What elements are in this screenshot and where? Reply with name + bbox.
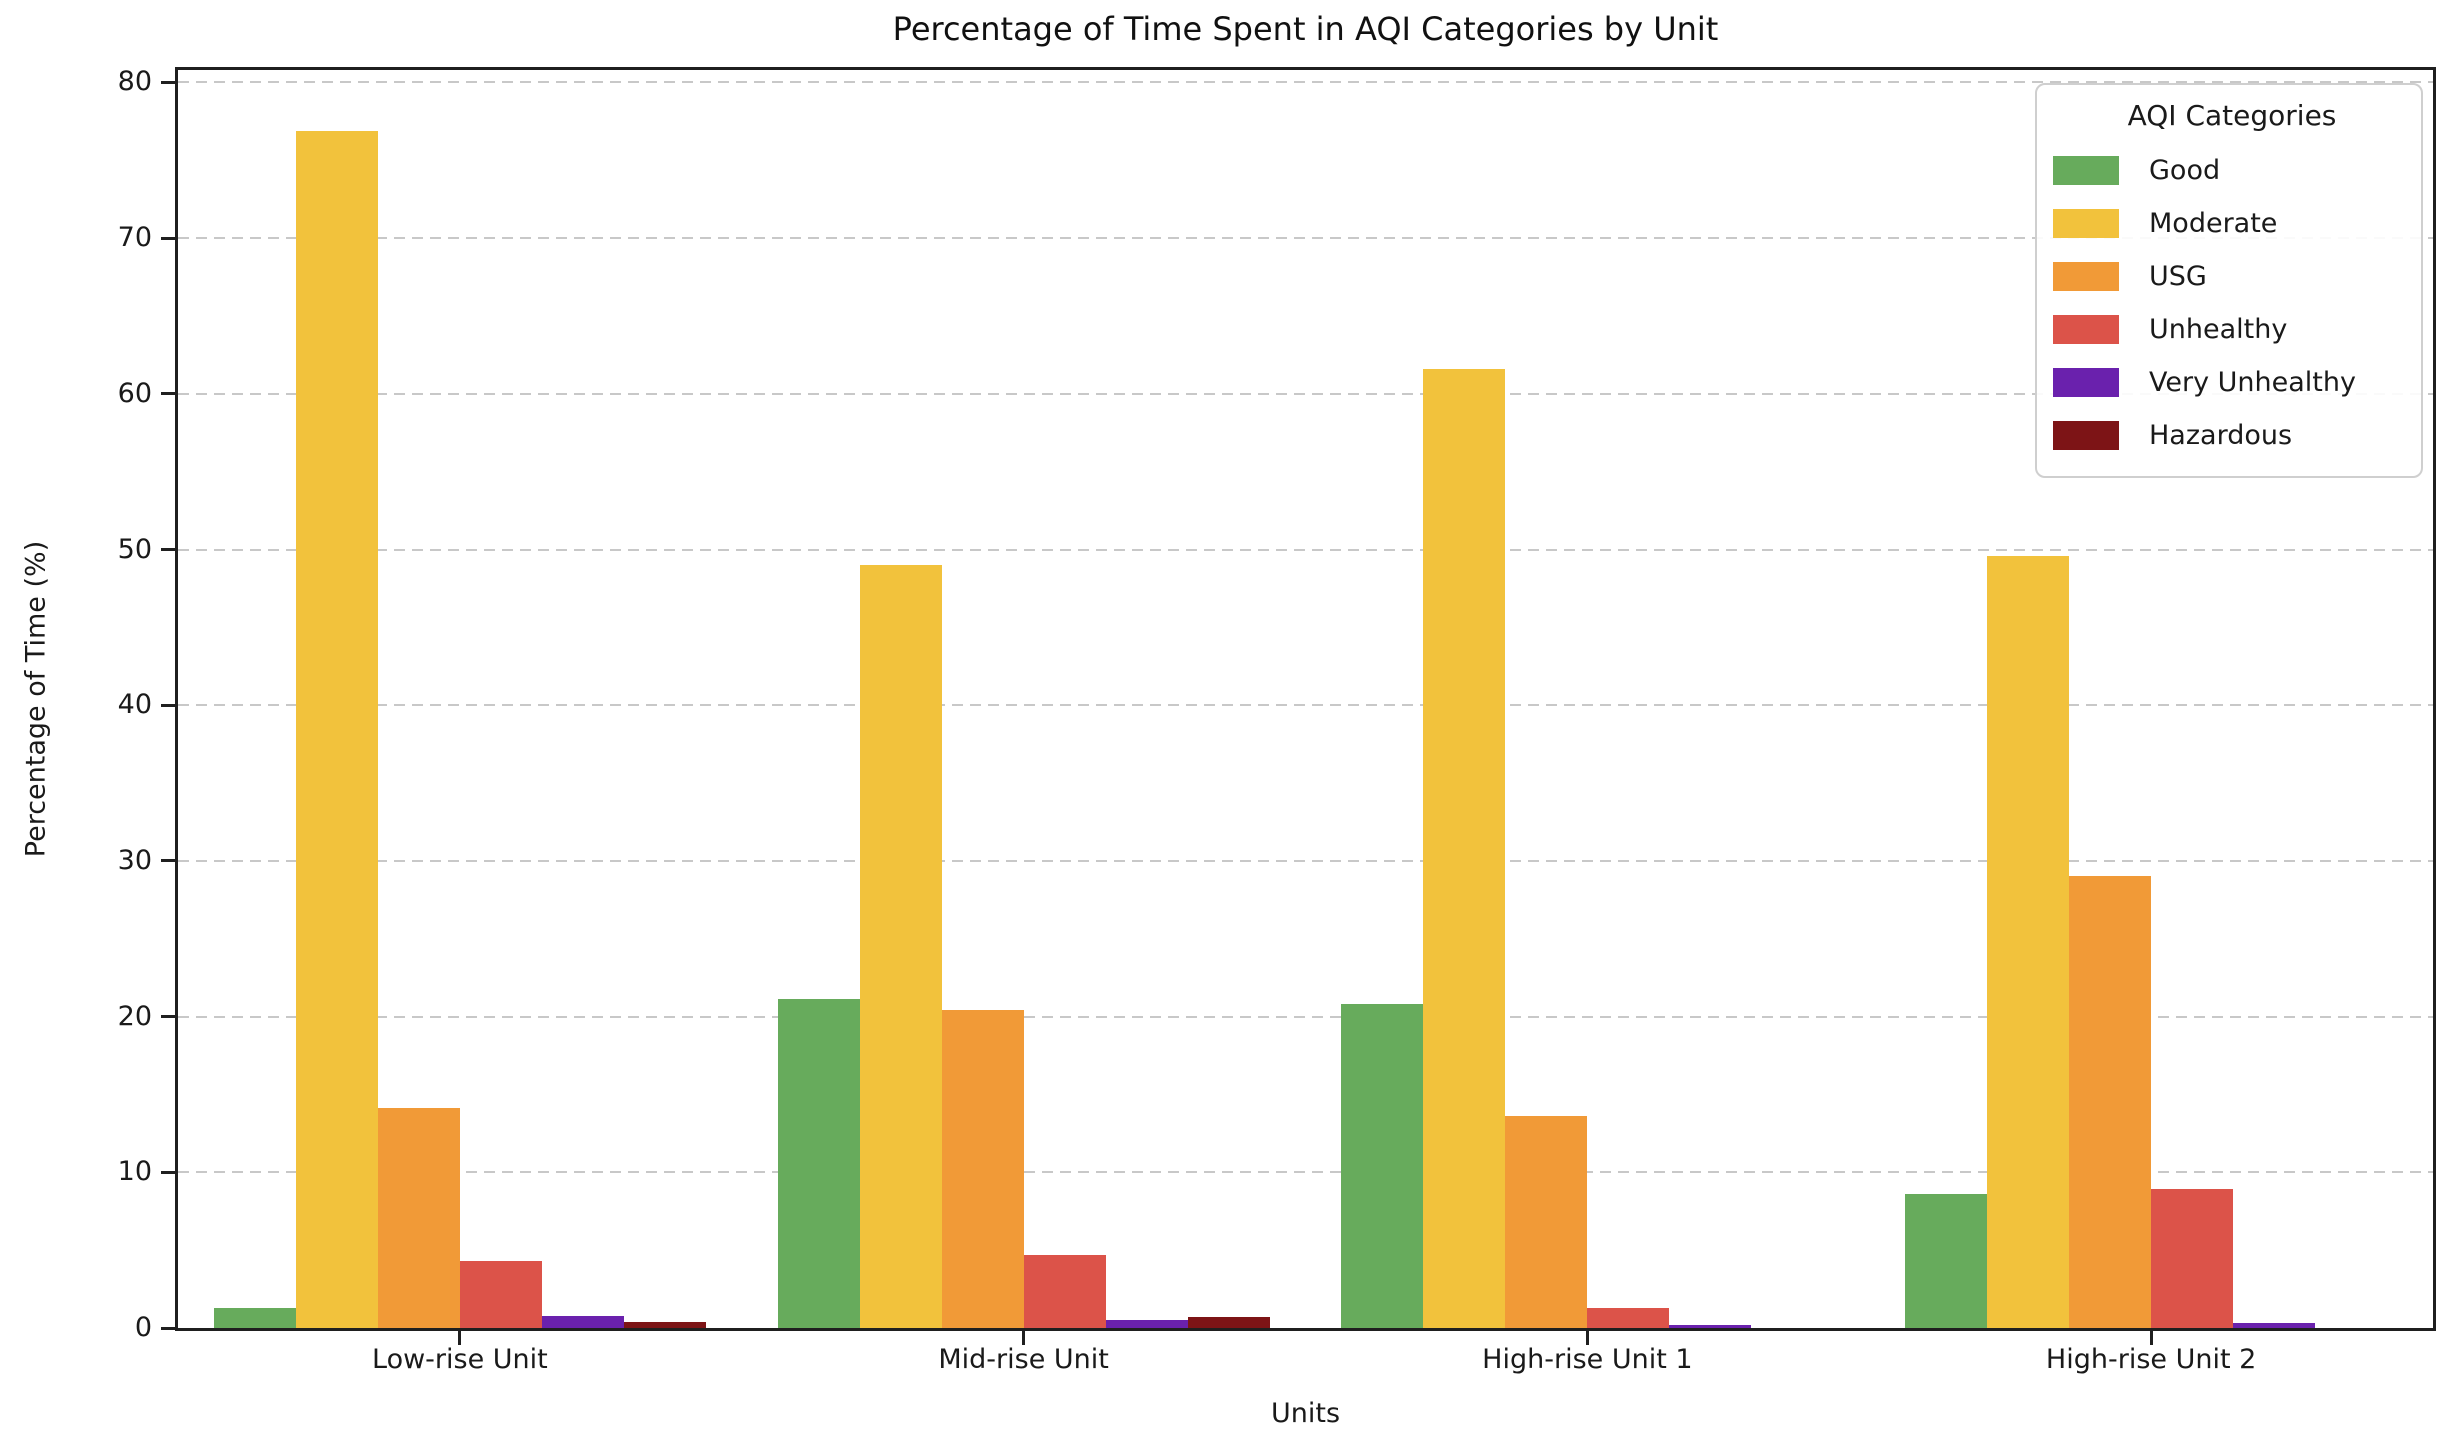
y-tick-label-10: 10 [117, 1156, 152, 1188]
x-tick-label-high-rise-unit-1: High-rise Unit 1 [1482, 1344, 1693, 1375]
legend-label-hazardous: Hazardous [2149, 420, 2293, 451]
x-tick-label-mid-rise-unit: Mid-rise Unit [938, 1344, 1109, 1375]
x-tick-mark-mid-rise-unit [1022, 1331, 1026, 1345]
legend-label-unhealthy: Unhealthy [2149, 314, 2288, 345]
bar-usg-low-rise-unit [377, 1108, 460, 1328]
y-tick-label-70: 70 [117, 222, 152, 254]
x-tick-label-high-rise-unit-2: High-rise Unit 2 [2045, 1344, 2257, 1375]
y-tick-mark-50 [161, 548, 175, 552]
y-tick-label-20: 20 [117, 1000, 152, 1032]
y-tick-mark-0 [161, 1326, 175, 1330]
gridline-40 [178, 704, 2433, 707]
legend-title: AQI Categories [2127, 99, 2337, 132]
legend: AQI Categories Good Moderate USG Unhealthy V… [2035, 83, 2423, 478]
bar-group-high-rise-unit-1 [1341, 369, 1833, 1328]
legend-item-moderate: Moderate [2053, 197, 2411, 250]
chart-title: Percentage of Time Spent in AQI Categori… [892, 10, 1719, 48]
bar-usg-high-rise-unit-1 [1505, 1116, 1588, 1328]
bar-usg-mid-rise-unit [941, 1010, 1024, 1328]
y-tick-label-40: 40 [117, 689, 152, 721]
legend-label-very-unhealthy: Very Unhealthy [2149, 367, 2356, 398]
x-tick-mark-high-rise-unit-2 [2149, 1331, 2153, 1345]
gridline-30 [178, 859, 2433, 862]
x-tick-label-low-rise-unit: Low-rise Unit [372, 1344, 548, 1375]
bar-moderate-low-rise-unit [295, 131, 378, 1328]
bar-group-high-rise-unit-2 [1905, 556, 2397, 1328]
legend-swatch-moderate [2053, 209, 2119, 238]
bar-group-low-rise-unit [213, 131, 706, 1328]
legend-item-usg: USG [2053, 250, 2411, 303]
bar-good-high-rise-unit-1 [1341, 1004, 1424, 1328]
bar-good-mid-rise-unit [777, 999, 860, 1328]
legend-swatch-unhealthy [2053, 315, 2119, 344]
bar-moderate-high-rise-unit-2 [1987, 556, 2070, 1328]
bar-very-unhealthy-high-rise-unit-2 [2233, 1323, 2316, 1328]
legend-items: Good Moderate USG Unhealthy Very Unhealthy Ha… [2053, 144, 2411, 462]
y-tick-mark-70 [161, 236, 175, 240]
y-tick-mark-10 [161, 1170, 175, 1174]
legend-label-moderate: Moderate [2149, 208, 2278, 239]
y-tick-label-50: 50 [117, 533, 152, 565]
gridline-20 [178, 1015, 2433, 1018]
y-tick-label-80: 80 [117, 66, 152, 98]
legend-item-hazardous: Hazardous [2053, 409, 2411, 462]
legend-label-usg: USG [2149, 261, 2207, 292]
legend-swatch-good [2053, 156, 2119, 185]
bar-moderate-mid-rise-unit [859, 565, 942, 1328]
gridline-50 [178, 548, 2433, 551]
y-tick-mark-40 [161, 703, 175, 707]
y-tick-label-0: 0 [134, 1312, 152, 1343]
gridline-80 [178, 81, 2433, 84]
legend-swatch-usg [2053, 262, 2119, 291]
bar-good-high-rise-unit-2 [1905, 1194, 1988, 1328]
bar-unhealthy-low-rise-unit [459, 1261, 542, 1328]
y-tick-mark-30 [161, 859, 175, 863]
y-tick-mark-60 [161, 392, 175, 396]
gridline-70 [178, 237, 2433, 240]
bar-very-unhealthy-mid-rise-unit [1105, 1320, 1188, 1328]
legend-label-good: Good [2149, 155, 2221, 186]
bar-very-unhealthy-low-rise-unit [541, 1316, 624, 1328]
x-tick-mark-high-rise-unit-1 [1585, 1331, 1589, 1345]
legend-item-unhealthy: Unhealthy [2053, 303, 2411, 356]
y-tick-label-30: 30 [117, 844, 152, 876]
bar-hazardous-low-rise-unit [623, 1322, 706, 1328]
bar-unhealthy-high-rise-unit-1 [1587, 1308, 1670, 1328]
bar-unhealthy-high-rise-unit-2 [2151, 1189, 2234, 1328]
bar-hazardous-mid-rise-unit [1187, 1317, 1270, 1328]
legend-item-very-unhealthy: Very Unhealthy [2053, 356, 2411, 409]
legend-swatch-very-unhealthy [2053, 368, 2119, 397]
gridline-60 [178, 392, 2433, 395]
bar-moderate-high-rise-unit-1 [1423, 369, 1506, 1328]
x-tick-mark-low-rise-unit [458, 1331, 462, 1345]
y-tick-mark-20 [161, 1015, 175, 1019]
legend-swatch-hazardous [2053, 421, 2119, 450]
bar-very-unhealthy-high-rise-unit-1 [1669, 1325, 1752, 1328]
bar-unhealthy-mid-rise-unit [1023, 1255, 1106, 1328]
legend-item-good: Good [2053, 144, 2411, 197]
y-tick-label-60: 60 [117, 377, 152, 409]
bar-usg-high-rise-unit-2 [2069, 876, 2152, 1328]
x-axis-label: Units [1270, 1398, 1341, 1429]
gridline-10 [178, 1171, 2433, 1174]
bar-group-mid-rise-unit [777, 565, 1270, 1328]
bar-good-low-rise-unit [213, 1308, 296, 1328]
y-tick-mark-80 [161, 80, 175, 84]
